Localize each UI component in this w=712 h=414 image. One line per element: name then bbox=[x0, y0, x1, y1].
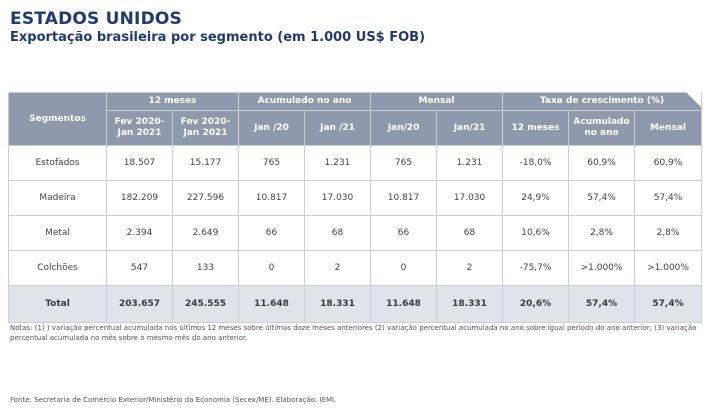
value-cell: 2 bbox=[436, 250, 504, 286]
total-value: 245.555 bbox=[172, 285, 239, 323]
total-rate: 57,4% bbox=[634, 285, 703, 323]
value-cell: 15.177 bbox=[172, 145, 239, 181]
table-source: Fonte: Secretaria de Comércio Exterior/M… bbox=[10, 396, 337, 404]
segment-cell: Madeira bbox=[8, 180, 107, 216]
table-row: Madeira 182.209 227.596 10.817 17.030 10… bbox=[8, 180, 703, 216]
header-group-12-meses: 12 meses bbox=[106, 92, 239, 111]
table-row: Metal 2.394 2.649 66 68 66 68 10,6% 2,8%… bbox=[8, 215, 703, 251]
subheader-fev2020-jan2021-a: Fev 2020- Jan 2021 bbox=[106, 110, 173, 146]
value-cell: 10.817 bbox=[370, 180, 438, 216]
value-cell: 2.394 bbox=[106, 215, 173, 251]
rate-cell: 57,4% bbox=[568, 180, 636, 216]
rate-cell: -18,0% bbox=[502, 145, 570, 181]
value-cell: 133 bbox=[172, 250, 239, 286]
total-value: 18.331 bbox=[303, 285, 372, 323]
value-cell: 0 bbox=[370, 250, 438, 286]
header-group-acumulado: Acumulado no ano bbox=[237, 92, 372, 111]
subheader-acum-jan21: Jan /21 bbox=[303, 110, 372, 146]
value-cell: 0 bbox=[238, 250, 305, 286]
rate-cell: 10,6% bbox=[502, 215, 570, 251]
subheader-taxa-mensal: Mensal bbox=[634, 110, 703, 146]
page-title: ESTADOS UNIDOS bbox=[10, 9, 182, 29]
value-cell: 1.231 bbox=[303, 145, 372, 181]
rate-cell: 2,8% bbox=[634, 215, 703, 251]
segment-cell: Metal bbox=[8, 215, 107, 251]
page-subtitle: Exportação brasileira por segmento (em 1… bbox=[10, 30, 426, 45]
header-group-mensal: Mensal bbox=[370, 92, 504, 111]
total-rate: 20,6% bbox=[502, 285, 570, 323]
header-group-taxa: Taxa de crescimento (%) bbox=[502, 92, 703, 111]
subheader-mensal-jan20: Jan/20 bbox=[370, 110, 438, 146]
value-cell: 765 bbox=[370, 145, 438, 181]
value-cell: 227.596 bbox=[172, 180, 239, 216]
rate-cell: 57,4% bbox=[634, 180, 703, 216]
header-segmentos: Segmentos bbox=[8, 92, 107, 146]
export-segments-table: Segmentos 12 meses Acumulado no ano Mens… bbox=[8, 92, 703, 323]
rate-cell: 60,9% bbox=[634, 145, 703, 181]
value-cell: 66 bbox=[238, 215, 305, 251]
table-notes: Notas: (1) ) variação percentual acumula… bbox=[10, 324, 697, 342]
total-value: 18.331 bbox=[436, 285, 504, 323]
value-cell: 66 bbox=[370, 215, 438, 251]
value-cell: 182.209 bbox=[106, 180, 173, 216]
total-value: 203.657 bbox=[106, 285, 173, 323]
table-row: Estofados 18.507 15.177 765 1.231 765 1.… bbox=[8, 145, 703, 181]
value-cell: 17.030 bbox=[436, 180, 504, 216]
value-cell: 2 bbox=[303, 250, 372, 286]
value-cell: 68 bbox=[303, 215, 372, 251]
segment-cell: Colchões bbox=[8, 250, 107, 286]
rate-cell: -75,7% bbox=[502, 250, 570, 286]
value-cell: 2.649 bbox=[172, 215, 239, 251]
total-label: Total bbox=[8, 285, 107, 323]
value-cell: 547 bbox=[106, 250, 173, 286]
value-cell: 18.507 bbox=[106, 145, 173, 181]
rate-cell: 2,8% bbox=[568, 215, 636, 251]
subheader-mensal-jan21: Jan/21 bbox=[436, 110, 504, 146]
subheader-taxa-12-meses: 12 meses bbox=[502, 110, 570, 146]
total-row: Total 203.657 245.555 11.648 18.331 11.6… bbox=[8, 285, 703, 323]
table-row: Colchões 547 133 0 2 0 2 -75,7% >1.000% … bbox=[8, 250, 703, 286]
value-cell: 10.817 bbox=[238, 180, 305, 216]
value-cell: 68 bbox=[436, 215, 504, 251]
total-value: 11.648 bbox=[370, 285, 438, 323]
total-rate: 57,4% bbox=[568, 285, 636, 323]
rate-cell: 60,9% bbox=[568, 145, 636, 181]
value-cell: 17.030 bbox=[303, 180, 372, 216]
rate-cell: >1.000% bbox=[568, 250, 636, 286]
table-corner-cut bbox=[686, 92, 701, 107]
value-cell: 1.231 bbox=[436, 145, 504, 181]
segment-cell: Estofados bbox=[8, 145, 107, 181]
rate-cell: >1.000% bbox=[634, 250, 703, 286]
subheader-fev2020-jan2021-b: Fev 2020- Jan 2021 bbox=[172, 110, 239, 146]
subheader-taxa-acumulado: Acumulado no ano bbox=[568, 110, 636, 146]
total-value: 11.648 bbox=[238, 285, 305, 323]
rate-cell: 24,9% bbox=[502, 180, 570, 216]
subheader-acum-jan20: Jan /20 bbox=[238, 110, 305, 146]
value-cell: 765 bbox=[238, 145, 305, 181]
